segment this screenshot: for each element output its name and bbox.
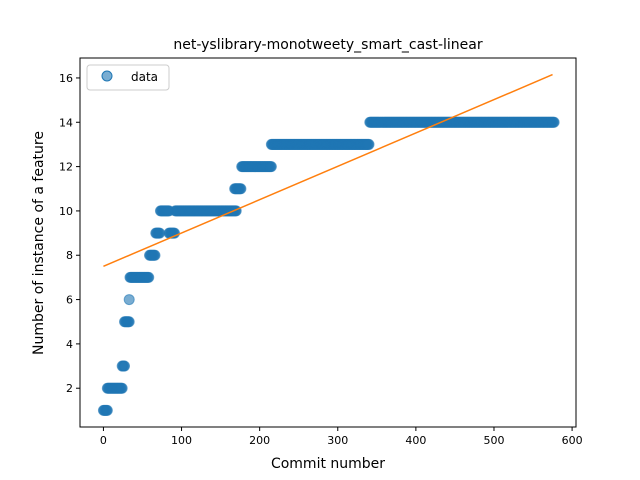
y-axis-label: Number of instance of a feature — [31, 131, 47, 355]
data-point — [119, 360, 131, 372]
y-tick-label: 2 — [66, 382, 73, 395]
x-tick-label: 200 — [249, 434, 270, 447]
y-axis: 2 4 6 8 10 12 14 16 — [59, 72, 80, 395]
data-point — [123, 316, 135, 328]
legend-label-data: data — [131, 70, 158, 84]
y-tick-label: 16 — [59, 72, 73, 85]
data-point — [116, 382, 128, 394]
x-tick-label: 300 — [327, 434, 348, 447]
x-axis: 0 100 200 300 400 500 600 — [100, 427, 583, 447]
legend-marker-data — [101, 70, 113, 82]
data-point — [154, 227, 166, 239]
data-point — [235, 183, 247, 195]
y-tick-label: 14 — [59, 116, 73, 129]
y-tick-label: 8 — [66, 249, 73, 262]
y-tick-label: 4 — [66, 338, 73, 351]
data-point — [363, 138, 375, 150]
chart-title: net-yslibrary-monotweety_smart_cast-line… — [173, 37, 483, 53]
x-tick-label: 600 — [562, 434, 583, 447]
data-point — [265, 161, 277, 173]
data-point — [548, 116, 560, 128]
x-tick-label: 400 — [405, 434, 426, 447]
y-tick-label: 10 — [59, 205, 73, 218]
fit-line — [103, 73, 553, 268]
x-axis-label: Commit number — [271, 456, 385, 472]
y-tick-label: 6 — [66, 294, 73, 307]
data-point — [101, 404, 113, 416]
data-point — [123, 294, 135, 306]
y-tick-label: 12 — [59, 161, 73, 174]
x-tick-label: 0 — [100, 434, 107, 447]
data-point — [149, 249, 161, 261]
x-tick-label: 500 — [483, 434, 504, 447]
plot-area — [97, 73, 560, 416]
legend: data — [86, 64, 170, 91]
x-tick-label: 100 — [171, 434, 192, 447]
data-point — [143, 271, 155, 283]
plot-frame — [79, 57, 577, 428]
